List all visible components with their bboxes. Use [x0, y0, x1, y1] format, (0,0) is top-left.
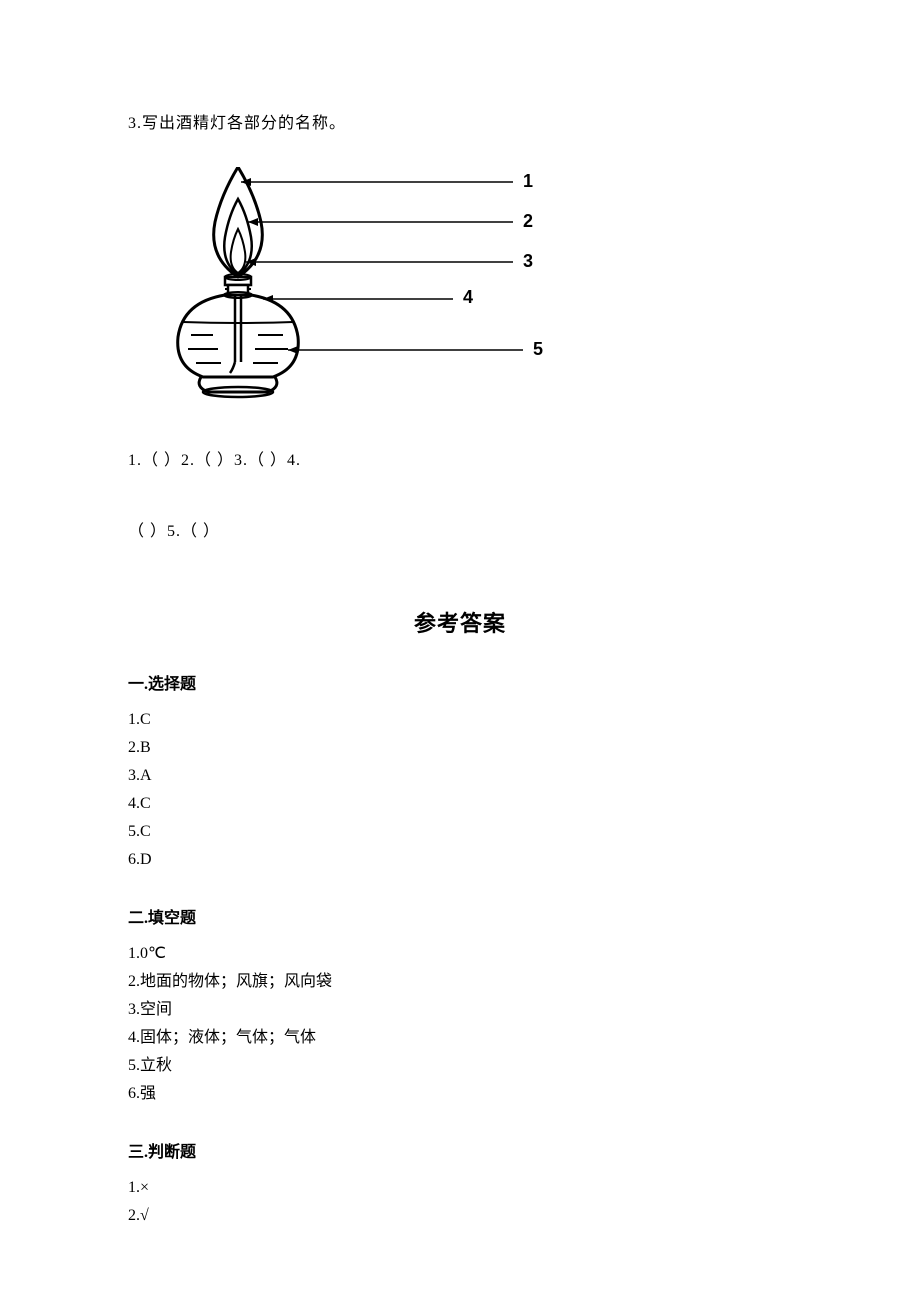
question-body: 写出酒精灯各部分的名称。 — [142, 115, 346, 132]
label-2: 2 — [523, 211, 533, 232]
s2-item-3: 3.空间 — [128, 996, 792, 1024]
label-4: 4 — [463, 287, 473, 308]
blank-1-prefix: 1.（ — [128, 452, 159, 469]
flame-core — [231, 229, 246, 273]
blanks-row-1: 1.（ ）2.（ ）3.（ ）4. — [128, 447, 792, 476]
section-2-header: 二.填空题 — [128, 904, 792, 928]
blank-5-close: ） — [203, 523, 220, 540]
answer-key-title: 参考答案 — [128, 606, 792, 638]
s2-item-6: 6.强 — [128, 1080, 792, 1108]
section-3: 三.判断题 1.× 2.√ — [128, 1138, 792, 1230]
s1-item-4: 4.C — [128, 790, 792, 818]
inner-flame — [224, 199, 252, 275]
s3-item-1: 1.× — [128, 1174, 792, 1202]
question-prompt: 3.写出酒精灯各部分的名称。 — [128, 110, 792, 139]
section-3-header: 三.判断题 — [128, 1138, 792, 1162]
liquid-top — [183, 322, 293, 323]
section-1-header: 一.选择题 — [128, 670, 792, 694]
s1-item-1: 1.C — [128, 706, 792, 734]
s1-item-2: 2.B — [128, 734, 792, 762]
s3-item-2: 2.√ — [128, 1202, 792, 1230]
lamp-svg — [133, 167, 553, 407]
s2-item-4: 4.固体；液体；气体；气体 — [128, 1024, 792, 1052]
question-number: 3. — [128, 115, 142, 132]
s2-item-5: 5.立秋 — [128, 1052, 792, 1080]
blank-4-open: （ — [128, 523, 145, 540]
s1-item-3: 3.A — [128, 762, 792, 790]
label-3: 3 — [523, 251, 533, 272]
section-2: 二.填空题 1.0℃ 2.地面的物体；风旗；风向袋 3.空间 4.固体；液体；气… — [128, 904, 792, 1108]
label-5: 5 — [533, 339, 543, 360]
blank-4-prefix: ）4. — [270, 452, 301, 469]
section-1: 一.选择题 1.C 2.B 3.A 4.C 5.C 6.D — [128, 670, 792, 874]
s1-item-6: 6.D — [128, 846, 792, 874]
blank-2-prefix: ）2.（ — [164, 452, 212, 469]
blanks-row-2: （ ）5.（ ） — [128, 518, 792, 547]
s2-item-1: 1.0℃ — [128, 940, 792, 968]
s1-item-5: 5.C — [128, 818, 792, 846]
blank-5-prefix: ）5.（ — [150, 523, 198, 540]
s2-item-2: 2.地面的物体；风旗；风向袋 — [128, 968, 792, 996]
alcohol-lamp-diagram: 1 2 3 4 5 — [133, 167, 792, 417]
blank-3-prefix: ）3.（ — [217, 452, 265, 469]
label-1: 1 — [523, 171, 533, 192]
